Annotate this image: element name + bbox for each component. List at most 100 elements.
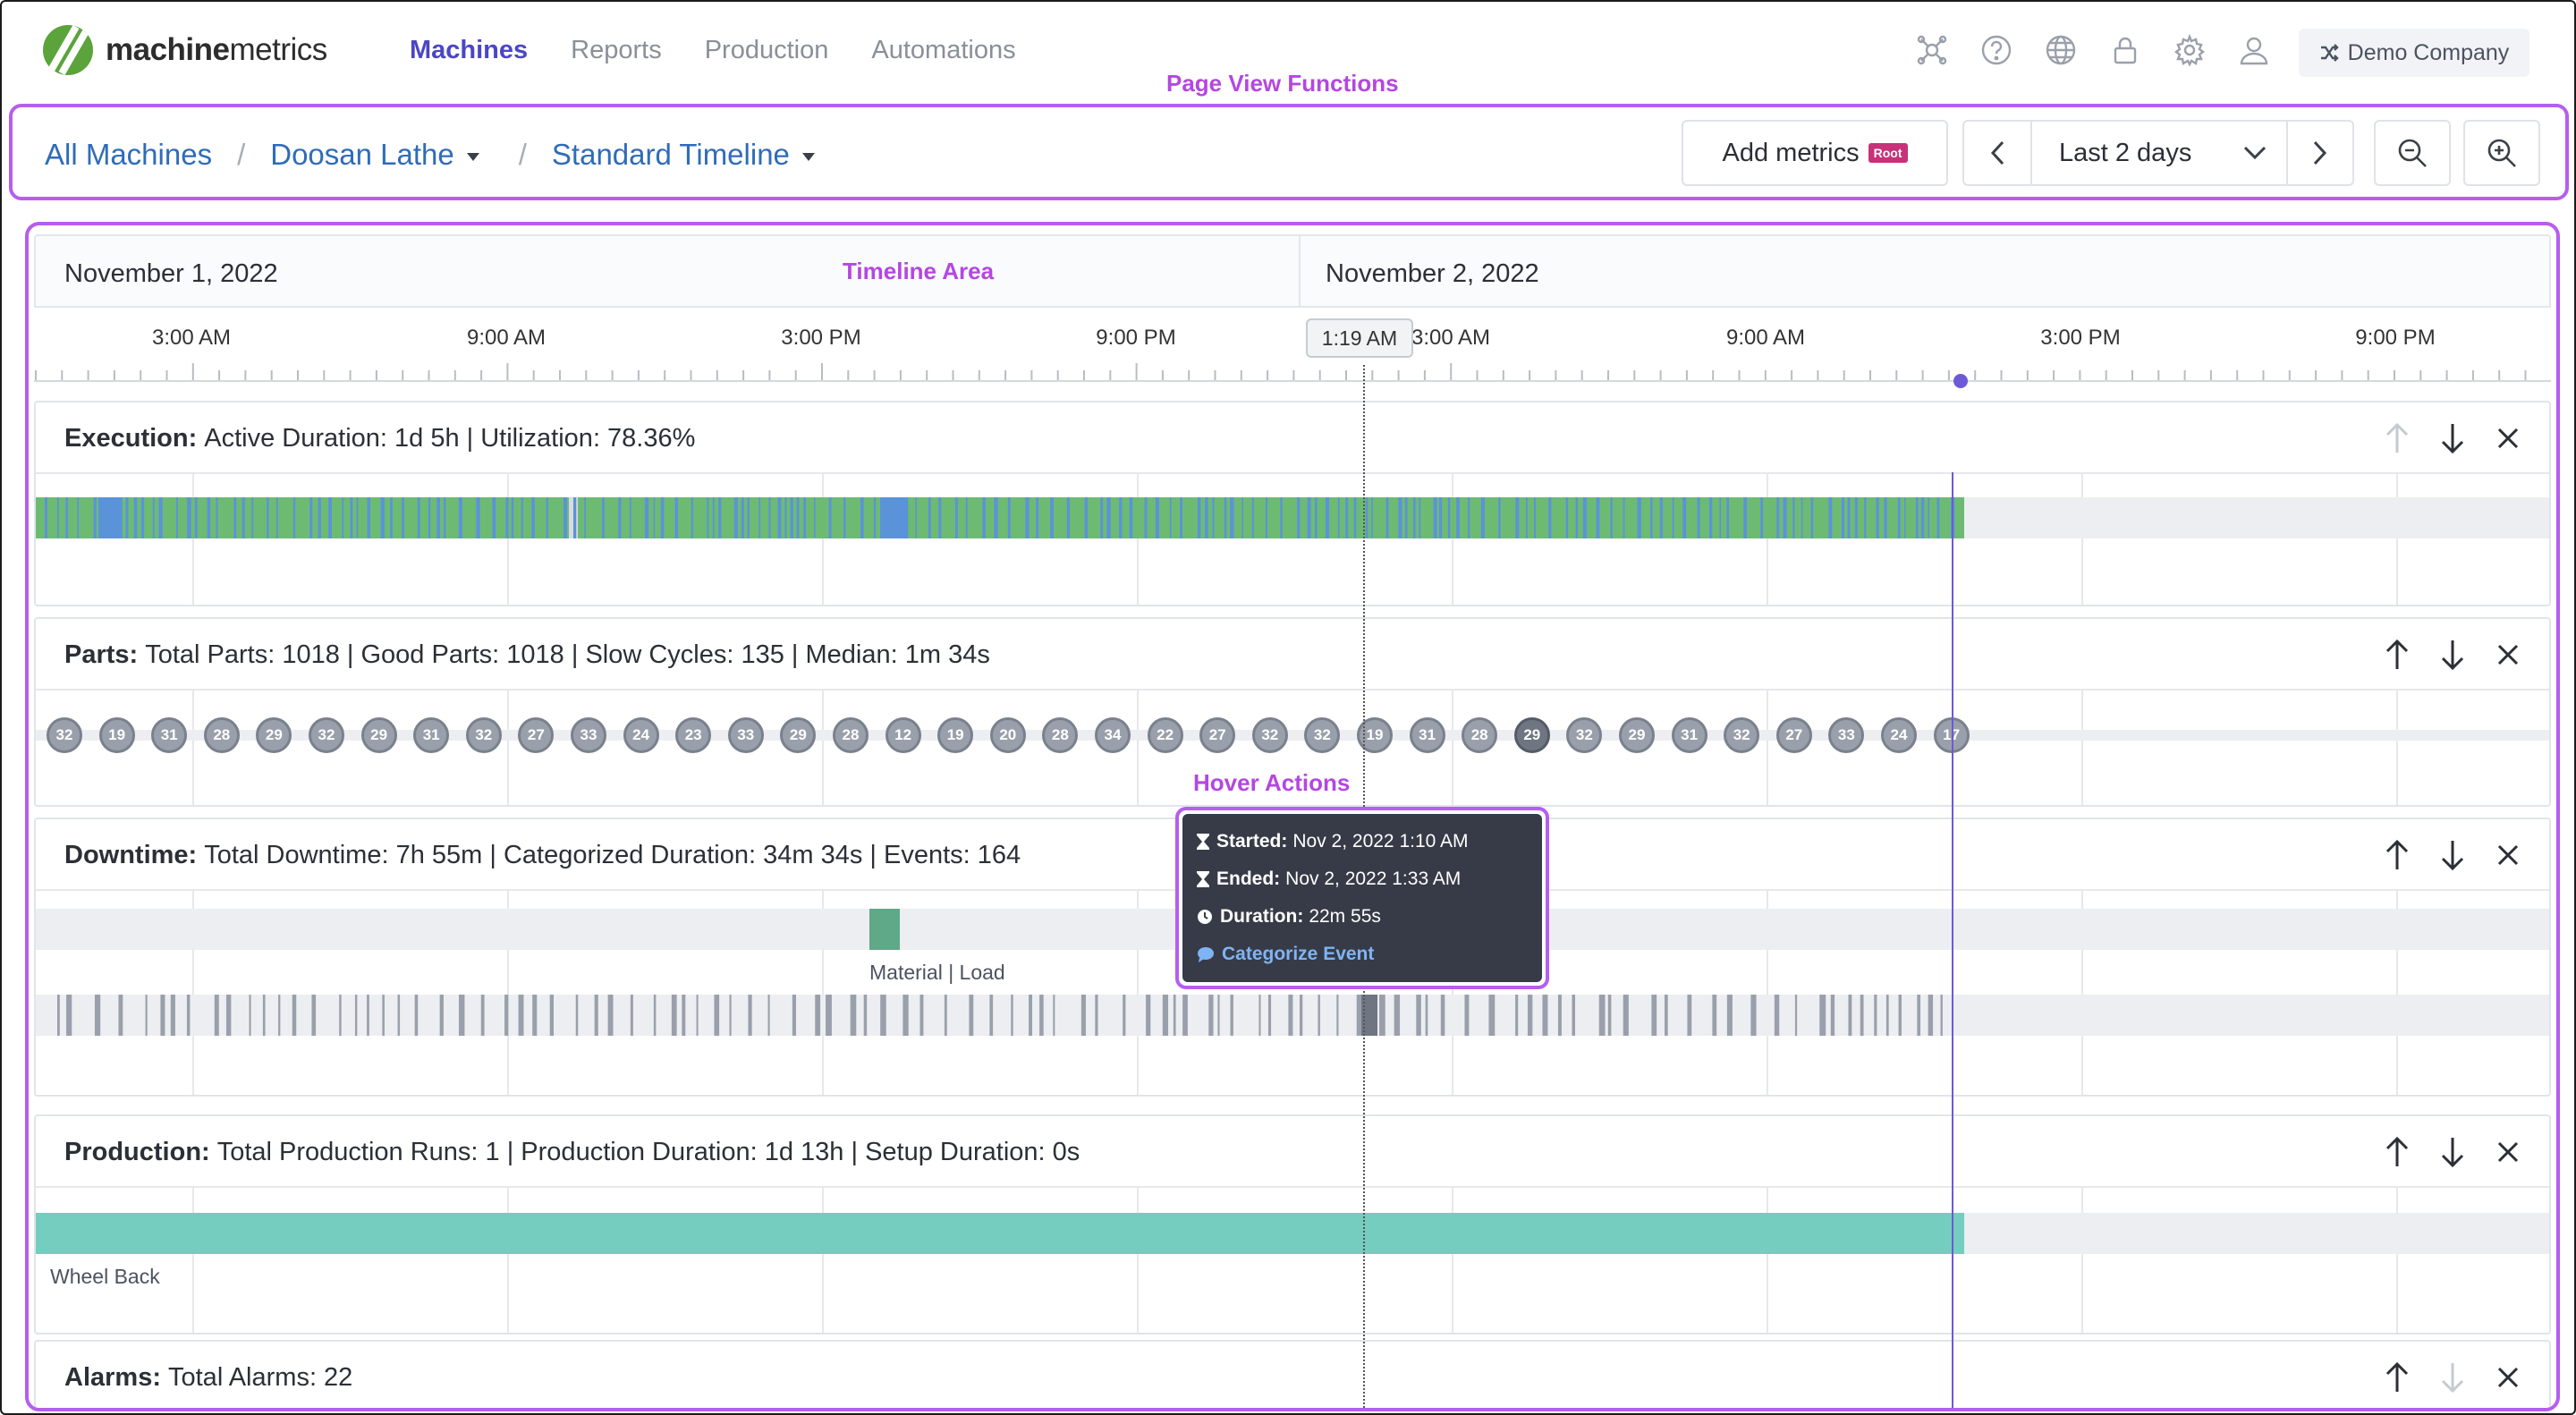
downtime-event xyxy=(382,995,385,1036)
company-name: Demo Company xyxy=(2347,39,2510,65)
close-icon[interactable] xyxy=(2494,839,2522,871)
view-dropdown[interactable]: Standard Timeline xyxy=(552,138,815,172)
help-icon[interactable] xyxy=(1980,34,2012,66)
part-count-bubble[interactable]: 12 xyxy=(885,717,921,753)
part-count-bubble[interactable]: 28 xyxy=(1462,717,1498,753)
downtime-event xyxy=(1425,995,1428,1036)
date-label-1: November 1, 2022 xyxy=(64,259,278,288)
close-icon[interactable] xyxy=(2494,1136,2522,1168)
feed-hold-segment xyxy=(1854,497,1858,538)
move-up-icon[interactable] xyxy=(2383,639,2411,671)
part-count-bubble[interactable]: 32 xyxy=(1304,717,1341,753)
prev-range-button[interactable] xyxy=(1964,122,2032,184)
close-icon[interactable] xyxy=(2494,1361,2522,1394)
part-count-bubble[interactable]: 29 xyxy=(360,717,397,753)
lock-icon[interactable] xyxy=(2109,34,2141,66)
part-count-bubble[interactable]: 31 xyxy=(151,717,188,753)
part-count-bubble[interactable]: 28 xyxy=(1042,717,1079,753)
downtime-events-bar[interactable] xyxy=(36,995,1964,1036)
nav-link-production[interactable]: Production xyxy=(704,36,829,64)
part-count-bubble[interactable]: 32 xyxy=(465,717,502,753)
part-count-bubble[interactable]: 23 xyxy=(675,717,712,753)
part-count-bubble[interactable]: 19 xyxy=(937,717,974,753)
add-metrics-button[interactable]: Add metrics Root xyxy=(1682,120,1948,186)
move-down-icon[interactable] xyxy=(2438,1136,2467,1168)
part-count-bubble[interactable]: 24 xyxy=(1881,717,1917,753)
move-up-icon[interactable] xyxy=(2383,839,2411,871)
gear-icon[interactable] xyxy=(2174,34,2206,66)
execution-bar[interactable] xyxy=(36,497,1964,538)
integrations-icon[interactable] xyxy=(1916,34,1948,66)
downtime-event xyxy=(919,995,924,1036)
part-count-bubble[interactable]: 24 xyxy=(623,717,659,753)
downtime-event xyxy=(549,995,554,1036)
next-range-button[interactable] xyxy=(2286,122,2352,184)
part-count-bubble[interactable]: 22 xyxy=(1147,717,1183,753)
part-count-bubble[interactable]: 27 xyxy=(1199,717,1236,753)
time-axis[interactable]: 3:00 AM 9:00 AM 3:00 PM 9:00 PM 3:00 AM … xyxy=(34,308,2551,397)
move-up-icon[interactable] xyxy=(2383,1361,2411,1394)
part-count-bubble[interactable]: 19 xyxy=(98,717,135,753)
downtime-event xyxy=(1146,995,1151,1036)
part-count-bubble[interactable]: 31 xyxy=(1671,717,1707,753)
nav-link-automations[interactable]: Automations xyxy=(871,36,1016,64)
zoom-out-button[interactable] xyxy=(2374,120,2451,186)
feed-hold-segment xyxy=(216,497,218,538)
downtime-event xyxy=(653,995,657,1036)
logo[interactable]: machinemetrics xyxy=(43,25,327,75)
part-count-bubble[interactable]: 31 xyxy=(413,717,450,753)
panel-body: Wheel Back xyxy=(36,1188,2549,1333)
part-count-bubble[interactable]: 29 xyxy=(256,717,292,753)
date-label-2: November 2, 2022 xyxy=(1326,259,1539,288)
move-down-icon[interactable] xyxy=(2438,639,2467,671)
feed-hold-segment xyxy=(207,497,211,538)
move-down-icon[interactable] xyxy=(2438,422,2467,454)
part-count-bubble[interactable]: 29 xyxy=(1513,717,1550,753)
panel-title: Downtime: Total Downtime: 7h 55m | Catego… xyxy=(64,841,1021,870)
close-icon[interactable] xyxy=(2494,639,2522,671)
user-icon[interactable] xyxy=(2238,34,2270,66)
part-count-bubble[interactable]: 34 xyxy=(1095,717,1131,753)
downtime-event xyxy=(311,995,317,1036)
breadcrumb-all-machines[interactable]: All Machines xyxy=(45,138,213,171)
part-count-bubble[interactable]: 20 xyxy=(989,717,1026,753)
nav-link-machines[interactable]: Machines xyxy=(410,36,529,64)
downtime-event xyxy=(1011,995,1013,1036)
part-count-bubble[interactable]: 33 xyxy=(571,717,606,753)
downtime-event xyxy=(458,995,465,1036)
part-count-bubble[interactable]: 32 xyxy=(47,717,82,753)
zoom-in-button[interactable] xyxy=(2463,120,2540,186)
production-run-bar[interactable] xyxy=(36,1213,1964,1254)
part-count-bubble[interactable]: 32 xyxy=(1724,717,1760,753)
part-count-bubble[interactable]: 33 xyxy=(727,717,764,753)
part-count-bubble[interactable]: 28 xyxy=(203,717,240,753)
part-count-bubble[interactable]: 31 xyxy=(1409,717,1445,753)
tick-label: 3:00 AM xyxy=(1411,326,1491,350)
globe-icon[interactable] xyxy=(2045,34,2077,66)
feed-hold-segment xyxy=(1498,497,1501,538)
categorized-downtime-block[interactable] xyxy=(869,909,900,950)
part-count-bubble[interactable]: 17 xyxy=(1933,717,1970,753)
part-count-bubble[interactable]: 32 xyxy=(1251,717,1288,753)
downtime-event xyxy=(863,995,868,1036)
close-icon[interactable] xyxy=(2494,422,2522,454)
move-up-icon[interactable] xyxy=(2383,1136,2411,1168)
company-switcher-button[interactable]: Demo Company xyxy=(2299,29,2529,77)
part-count-bubble[interactable]: 19 xyxy=(1357,717,1393,753)
feed-hold-segment xyxy=(1371,497,1373,538)
nav-link-reports[interactable]: Reports xyxy=(571,36,662,64)
part-count-bubble[interactable]: 33 xyxy=(1828,717,1865,753)
downtime-event xyxy=(1267,995,1272,1036)
part-count-bubble[interactable]: 29 xyxy=(1619,717,1655,753)
part-count-bubble[interactable]: 32 xyxy=(1566,717,1603,753)
part-count-bubble[interactable]: 32 xyxy=(309,717,344,753)
feed-hold-segment xyxy=(1864,497,1867,538)
machine-dropdown[interactable]: Doosan Lathe xyxy=(270,138,479,172)
part-count-bubble[interactable]: 29 xyxy=(780,717,817,753)
categorize-event-link[interactable]: Categorize Event xyxy=(1197,936,1528,973)
part-count-bubble[interactable]: 27 xyxy=(1775,717,1812,753)
move-down-icon[interactable] xyxy=(2438,839,2467,871)
part-count-bubble[interactable]: 27 xyxy=(518,717,555,753)
date-range-select[interactable]: Last 2 days xyxy=(2032,122,2286,184)
part-count-bubble[interactable]: 28 xyxy=(833,717,869,753)
